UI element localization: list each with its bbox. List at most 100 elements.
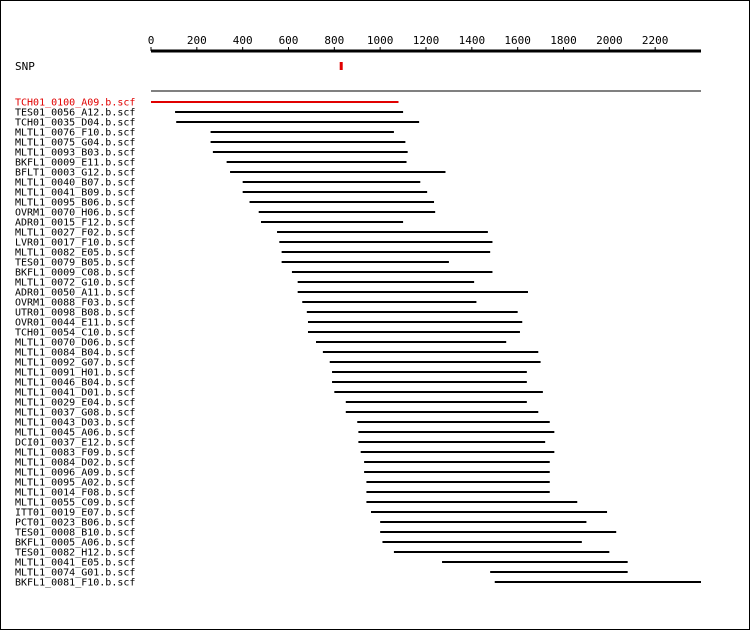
read-row[interactable]: OVR01_0044_E11.b.scf bbox=[15, 318, 523, 329]
read-name[interactable]: DCI01_0037_E12.b.scf bbox=[15, 438, 135, 449]
read-row[interactable]: MLTL1_0093_B03.b.scf bbox=[15, 148, 408, 159]
read-name[interactable]: TES01_0082_H12.b.scf bbox=[15, 548, 135, 559]
read-row[interactable]: BKFL1_0009_E11.b.scf bbox=[15, 158, 407, 169]
read-row[interactable]: TES01_0056_A12.b.scf bbox=[15, 108, 404, 119]
read-name[interactable]: ITT01_0019_E07.b.scf bbox=[15, 508, 135, 519]
read-name[interactable]: MLTL1_0092_G07.b.scf bbox=[15, 358, 135, 369]
read-name[interactable]: MLTL1_0041_D01.b.scf bbox=[15, 388, 135, 399]
read-row[interactable]: MLTL1_0095_B06.b.scf bbox=[15, 198, 435, 209]
read-row[interactable]: MLTL1_0074_G01.b.scf bbox=[15, 568, 628, 579]
read-row[interactable]: MLTL1_0043_D03.b.scf bbox=[15, 418, 550, 429]
read-row[interactable]: MLTL1_0075_G04.b.scf bbox=[15, 138, 406, 149]
read-name[interactable]: MLTL1_0046_B04.b.scf bbox=[15, 378, 135, 389]
read-row[interactable]: MLTL1_0082_E05.b.scf bbox=[15, 248, 491, 259]
axis-tick-label: 1400 bbox=[459, 34, 486, 47]
read-row[interactable]: MLTL1_0072_G10.b.scf bbox=[15, 278, 475, 289]
read-name[interactable]: TCH01_0100_A09.b.scf bbox=[15, 98, 135, 109]
read-row[interactable]: BFLT1_0003_G12.b.scf bbox=[15, 168, 446, 179]
read-name[interactable]: BKFL1_0081_F10.b.scf bbox=[15, 578, 135, 589]
read-row[interactable]: MLTL1_0092_G07.b.scf bbox=[15, 358, 541, 369]
read-row[interactable]: MLTL1_0040_B07.b.scf bbox=[15, 178, 421, 189]
read-row[interactable]: OVRM1_0088_F03.b.scf bbox=[15, 298, 477, 309]
read-name[interactable]: MLTL1_0070_D06.b.scf bbox=[15, 338, 135, 349]
read-row[interactable]: MLTL1_0084_B04.b.scf bbox=[15, 348, 539, 359]
read-row[interactable]: MLTL1_0083_F09.b.scf bbox=[15, 448, 555, 459]
read-name[interactable]: BKFL1_0005_A06.b.scf bbox=[15, 538, 135, 549]
read-row[interactable]: MLTL1_0041_E05.b.scf bbox=[15, 558, 628, 569]
read-row[interactable]: MLTL1_0096_A09.b.scf bbox=[15, 468, 550, 479]
read-row[interactable]: LVR01_0017_F10.b.scf bbox=[15, 238, 493, 249]
read-row[interactable]: ADR01_0015_F12.b.scf bbox=[15, 218, 404, 229]
read-row[interactable]: ITT01_0019_E07.b.scf bbox=[15, 508, 608, 519]
read-row[interactable]: MLTL1_0014_F08.b.scf bbox=[15, 488, 550, 499]
read-name[interactable]: ADR01_0050_A11.b.scf bbox=[15, 288, 135, 299]
read-name[interactable]: MLTL1_0055_C09.b.scf bbox=[15, 498, 135, 509]
read-name[interactable]: MLTL1_0095_B06.b.scf bbox=[15, 198, 135, 209]
read-name[interactable]: MLTL1_0041_B09.b.scf bbox=[15, 188, 135, 199]
read-name[interactable]: OVRM1_0088_F03.b.scf bbox=[15, 298, 135, 309]
read-name[interactable]: MLTL1_0040_B07.b.scf bbox=[15, 178, 135, 189]
read-name[interactable]: MLTL1_0084_B04.b.scf bbox=[15, 348, 135, 359]
read-name[interactable]: PCT01_0023_B06.b.scf bbox=[15, 518, 135, 529]
read-row[interactable]: MLTL1_0027_F02.b.scf bbox=[15, 228, 488, 239]
read-name[interactable]: MLTL1_0029_E04.b.scf bbox=[15, 398, 135, 409]
read-row[interactable]: TES01_0008_B10.b.scf bbox=[15, 528, 617, 539]
read-name[interactable]: MLTL1_0074_G01.b.scf bbox=[15, 568, 135, 579]
read-name[interactable]: BKFL1_0009_E11.b.scf bbox=[15, 158, 135, 169]
read-row[interactable]: UTR01_0098_B08.b.scf bbox=[15, 308, 518, 319]
read-row[interactable]: TCH01_0100_A09.b.scf bbox=[15, 98, 399, 109]
read-row[interactable]: BKFL1_0081_F10.b.scf bbox=[15, 578, 701, 589]
read-name[interactable]: MLTL1_0037_G08.b.scf bbox=[15, 408, 135, 419]
read-name[interactable]: MLTL1_0096_A09.b.scf bbox=[15, 468, 135, 479]
read-row[interactable]: MLTL1_0046_B04.b.scf bbox=[15, 378, 527, 389]
read-row[interactable]: MLTL1_0070_D06.b.scf bbox=[15, 338, 507, 349]
read-name[interactable]: MLTL1_0084_D02.b.scf bbox=[15, 458, 135, 469]
read-name[interactable]: MLTL1_0082_E05.b.scf bbox=[15, 248, 135, 259]
read-name[interactable]: MLTL1_0043_D03.b.scf bbox=[15, 418, 135, 429]
read-name[interactable]: MLTL1_0083_F09.b.scf bbox=[15, 448, 135, 459]
read-row[interactable]: MLTL1_0041_D01.b.scf bbox=[15, 388, 543, 399]
read-name[interactable]: ADR01_0015_F12.b.scf bbox=[15, 218, 135, 229]
read-name[interactable]: MLTL1_0027_F02.b.scf bbox=[15, 228, 135, 239]
read-name[interactable]: OVR01_0044_E11.b.scf bbox=[15, 318, 135, 329]
read-name[interactable]: MLTL1_0075_G04.b.scf bbox=[15, 138, 135, 149]
read-name[interactable]: TCH01_0054_C10.b.scf bbox=[15, 328, 135, 339]
read-name[interactable]: OVRM1_0070_H06.b.scf bbox=[15, 208, 135, 219]
snp-marker[interactable] bbox=[339, 62, 343, 70]
read-row[interactable]: ADR01_0050_A11.b.scf bbox=[15, 288, 528, 299]
read-name[interactable]: MLTL1_0076_F10.b.scf bbox=[15, 128, 135, 139]
read-name[interactable]: TES01_0008_B10.b.scf bbox=[15, 528, 135, 539]
read-name[interactable]: MLTL1_0093_B03.b.scf bbox=[15, 148, 135, 159]
read-name[interactable]: MLTL1_0091_H01.b.scf bbox=[15, 368, 135, 379]
read-row[interactable]: TES01_0079_B05.b.scf bbox=[15, 258, 449, 269]
read-row[interactable]: MLTL1_0041_B09.b.scf bbox=[15, 188, 428, 199]
read-row[interactable]: MLTL1_0084_D02.b.scf bbox=[15, 458, 550, 469]
read-name[interactable]: MLTL1_0095_A02.b.scf bbox=[15, 478, 135, 489]
read-row[interactable]: MLTL1_0095_A02.b.scf bbox=[15, 478, 550, 489]
read-row[interactable]: MLTL1_0029_E04.b.scf bbox=[15, 398, 527, 409]
read-row[interactable]: MLTL1_0055_C09.b.scf bbox=[15, 498, 578, 509]
read-name[interactable]: LVR01_0017_F10.b.scf bbox=[15, 238, 135, 249]
read-row[interactable]: OVRM1_0070_H06.b.scf bbox=[15, 208, 436, 219]
read-name[interactable]: UTR01_0098_B08.b.scf bbox=[15, 308, 135, 319]
read-name[interactable]: MLTL1_0072_G10.b.scf bbox=[15, 278, 135, 289]
read-name[interactable]: TES01_0079_B05.b.scf bbox=[15, 258, 135, 269]
read-row[interactable]: MLTL1_0045_A06.b.scf bbox=[15, 428, 555, 439]
read-name[interactable]: TES01_0056_A12.b.scf bbox=[15, 108, 135, 119]
read-name[interactable]: BFLT1_0003_G12.b.scf bbox=[15, 168, 135, 179]
read-name[interactable]: BKFL1_0009_C08.b.scf bbox=[15, 268, 135, 279]
read-name[interactable]: MLTL1_0014_F08.b.scf bbox=[15, 488, 135, 499]
read-row[interactable]: MLTL1_0091_H01.b.scf bbox=[15, 368, 527, 379]
read-row[interactable]: TES01_0082_H12.b.scf bbox=[15, 548, 610, 559]
read-row[interactable]: DCI01_0037_E12.b.scf bbox=[15, 438, 546, 449]
read-row[interactable]: BKFL1_0009_C08.b.scf bbox=[15, 268, 493, 279]
read-row[interactable]: BKFL1_0005_A06.b.scf bbox=[15, 538, 582, 549]
read-name[interactable]: TCH01_0035_D04.b.scf bbox=[15, 118, 135, 129]
read-row[interactable]: TCH01_0054_C10.b.scf bbox=[15, 328, 520, 339]
read-row[interactable]: MLTL1_0076_F10.b.scf bbox=[15, 128, 394, 139]
read-row[interactable]: TCH01_0035_D04.b.scf bbox=[15, 118, 420, 129]
read-row[interactable]: PCT01_0023_B06.b.scf bbox=[15, 518, 587, 529]
read-row[interactable]: MLTL1_0037_G08.b.scf bbox=[15, 408, 539, 419]
read-name[interactable]: MLTL1_0045_A06.b.scf bbox=[15, 428, 135, 439]
read-name[interactable]: MLTL1_0041_E05.b.scf bbox=[15, 558, 135, 569]
